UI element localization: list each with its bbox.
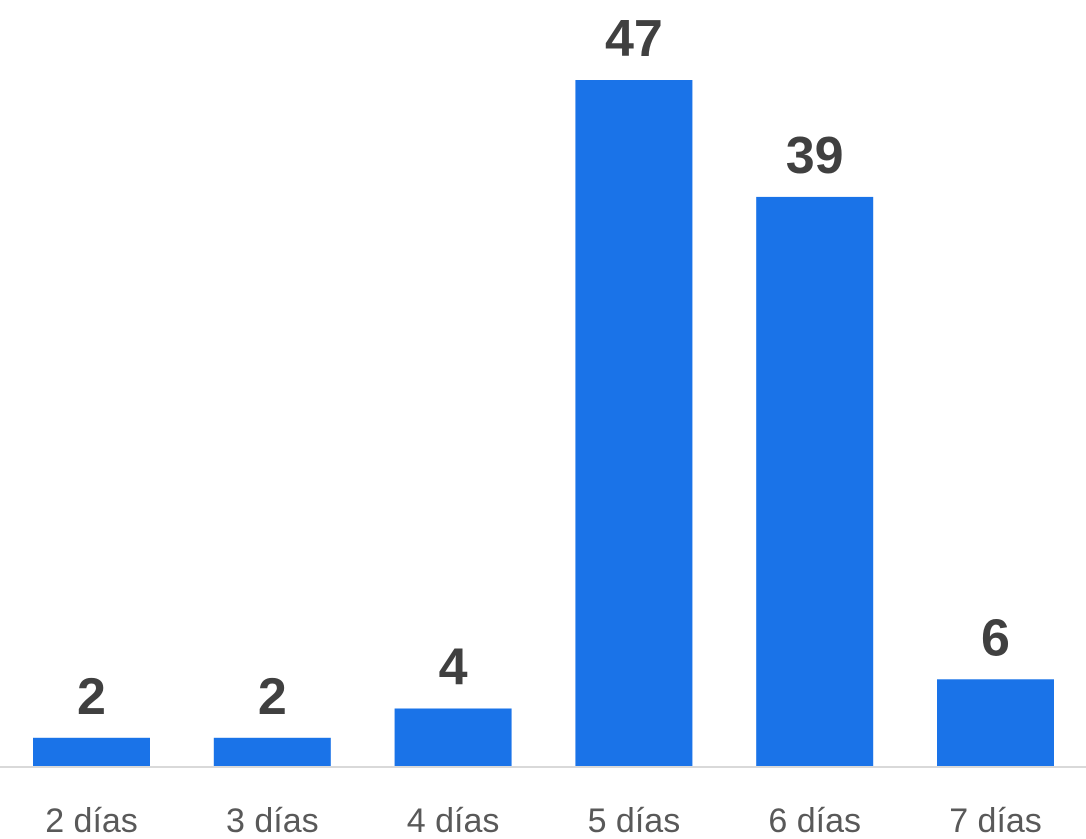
bar-value-label-5: 39: [786, 127, 844, 185]
bars-layer: [33, 80, 1054, 767]
bar-value-label-1: 2: [77, 668, 106, 726]
category-label-4: 5 días: [588, 802, 681, 839]
bar-value-label-6: 6: [981, 609, 1010, 667]
category-label-3: 4 días: [407, 802, 500, 839]
bar-4: [575, 80, 693, 767]
bar-value-label-3: 4: [439, 639, 468, 697]
category-label-6: 7 días: [949, 802, 1042, 839]
category-labels-layer: 2 días 3 días 4 días 5 días 6 días 7 días: [45, 802, 1042, 839]
value-labels-layer: 2 2 4 47 39 6: [77, 10, 1010, 726]
bar-value-label-2: 2: [258, 668, 287, 726]
bar-2: [213, 737, 331, 767]
category-label-2: 3 días: [226, 802, 319, 839]
bar-6: [937, 679, 1054, 767]
category-label-5: 6 días: [768, 802, 861, 839]
bar-3: [394, 708, 512, 767]
bar-1: [33, 737, 150, 767]
category-label-1: 2 días: [45, 802, 138, 839]
bar-5: [756, 196, 874, 767]
bar-value-label-4: 47: [605, 10, 663, 68]
